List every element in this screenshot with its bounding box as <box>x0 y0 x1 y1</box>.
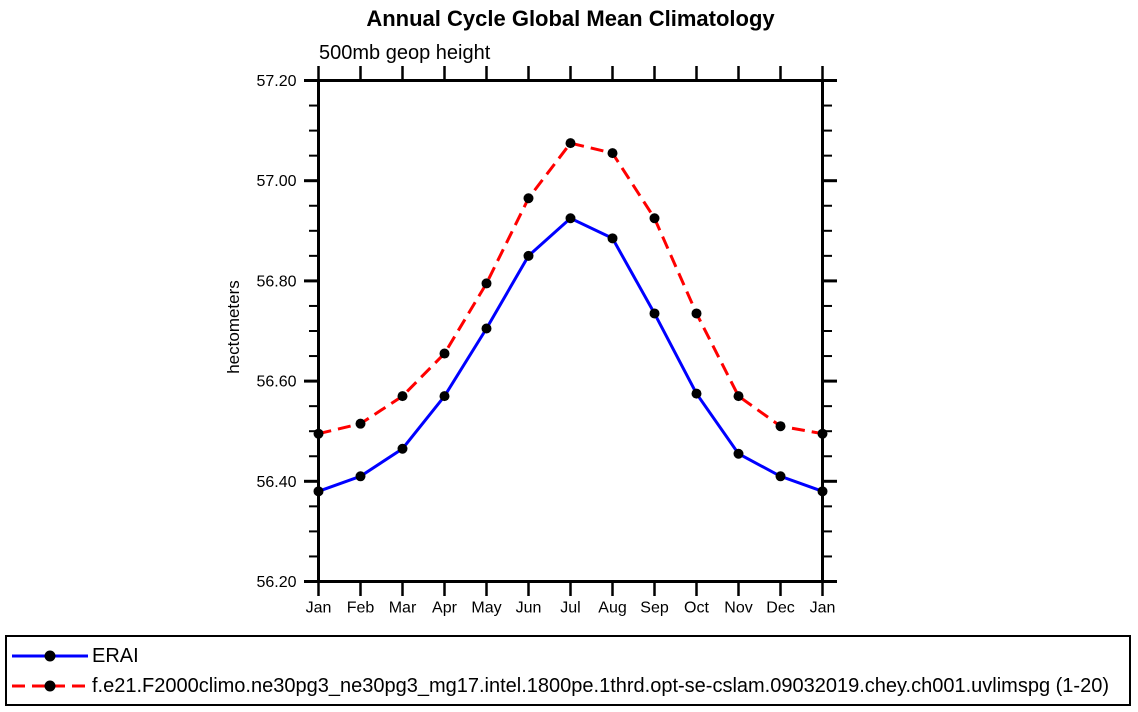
series-1-marker <box>355 418 366 429</box>
series-0-marker <box>775 471 786 482</box>
series-0-marker <box>439 391 450 402</box>
x-tick-label: Oct <box>684 600 709 617</box>
series-0-marker <box>817 486 828 497</box>
x-tick-label: Jan <box>306 600 332 617</box>
y-tick-label: 56.80 <box>256 273 296 290</box>
y-tick-label: 57.00 <box>256 173 296 190</box>
x-tick-label: Aug <box>598 600 626 617</box>
series-1-marker <box>817 428 828 439</box>
series-1-marker <box>565 138 576 149</box>
chart-subtitle: 500mb geop height <box>319 42 491 64</box>
series-0-marker <box>565 213 576 224</box>
legend-box: ERAI f.e21.F2000climo.ne30pg3_ne30pg3_mg1… <box>5 635 1131 706</box>
series-0-marker <box>649 308 660 319</box>
series-1-marker <box>523 193 534 204</box>
x-tick-label: Sep <box>640 600 669 617</box>
series-1-marker <box>397 391 408 402</box>
series-0-marker <box>355 471 366 482</box>
series-1-marker <box>733 391 744 402</box>
series-0-marker <box>691 388 702 399</box>
series-0-marker <box>607 233 618 244</box>
series-1-marker <box>607 148 618 159</box>
series-1-marker <box>691 308 702 319</box>
series-0-line <box>317 216 824 493</box>
series-0-marker <box>481 323 492 334</box>
x-tick-label: Jun <box>516 600 542 617</box>
legend-entry: f.e21.F2000climo.ne30pg3_ne30pg3_mg17.in… <box>10 671 1129 701</box>
series-0-marker <box>313 486 324 497</box>
series-0-marker <box>397 443 408 454</box>
series-0-marker <box>523 250 534 261</box>
series-1-marker <box>649 213 660 224</box>
chart-title: Annual Cycle Global Mean Climatology <box>366 6 775 31</box>
y-tick-label: 57.20 <box>256 73 296 90</box>
legend-label: ERAI <box>92 644 139 667</box>
legend-marker <box>44 680 56 692</box>
x-tick-label: Mar <box>389 600 417 617</box>
legend-swatch-0 <box>12 650 88 662</box>
x-tick-label: May <box>471 600 501 617</box>
y-tick-label: 56.20 <box>256 574 296 591</box>
series-0-marker <box>733 448 744 459</box>
plot-area: 56.20 56.40 56.60 56.80 57.00 57.20 Jan Feb Mar A… <box>256 66 837 617</box>
series-1-marker <box>313 428 324 439</box>
series-1-marker <box>439 348 450 359</box>
y-tick-label: 56.60 <box>256 374 296 391</box>
series-1-marker <box>481 278 492 289</box>
x-tick-label: Nov <box>724 600 752 617</box>
x-tick-label: Jul <box>560 600 580 617</box>
legend-marker <box>44 650 56 662</box>
y-tick-label: 56.40 <box>256 474 296 491</box>
plot-box <box>317 79 824 583</box>
x-tick-label: Jan <box>810 600 836 617</box>
x-tick-label: Feb <box>347 600 375 617</box>
series-1-line <box>318 141 823 436</box>
x-tick-label: Apr <box>432 600 458 617</box>
x-tick-label: Dec <box>766 600 794 617</box>
legend-label: f.e21.F2000climo.ne30pg3_ne30pg3_mg17.in… <box>92 674 1109 697</box>
legend-swatch-1 <box>12 680 88 692</box>
series-1-marker <box>775 421 786 432</box>
legend-entry: ERAI <box>10 641 1129 671</box>
